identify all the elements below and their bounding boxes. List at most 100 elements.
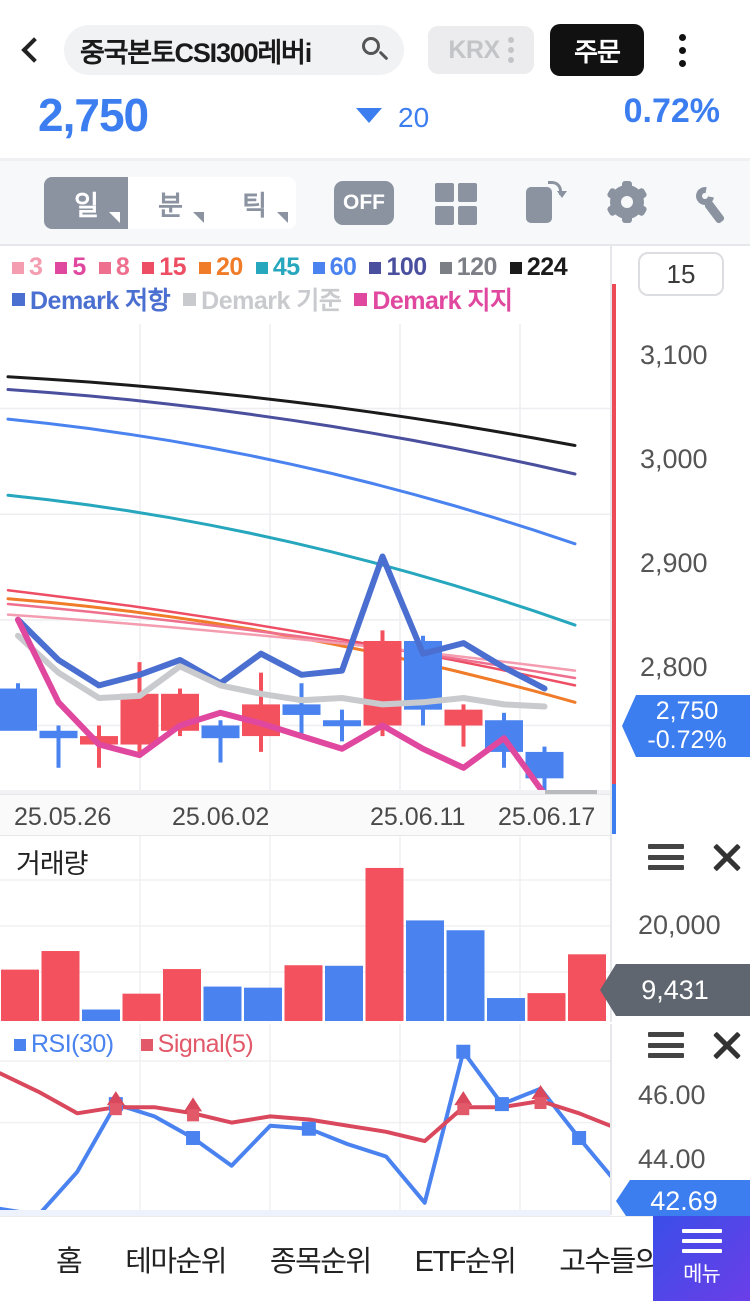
candle-body	[120, 693, 159, 745]
demark-legend-item[interactable]: Demark 기준	[183, 281, 342, 317]
current-price-tag-percent: -0.72%	[647, 726, 727, 754]
header-divider	[0, 158, 750, 161]
date-tick-2: 25.06.02	[172, 803, 270, 831]
volume-tick-20000: 20,000	[638, 910, 721, 940]
candle-body	[323, 720, 361, 727]
volume-bar	[446, 930, 485, 1021]
ma-legend-item-8[interactable]: 8	[98, 253, 130, 282]
volume-current-tag: 9,431	[600, 964, 750, 1016]
demark-resistance-line	[15, 553, 548, 692]
ma-legend-row: 3 5 8 15 20 45 60 100 120 224	[12, 253, 610, 282]
period-tab-day[interactable]: 일	[44, 177, 128, 229]
ma-line-0	[6, 375, 577, 447]
ma-line-6	[6, 602, 577, 680]
price-chart-panel[interactable]: 3 5 8 15 20 45 60 100 120 224 Demark 저항 Demark 기준 D…	[0, 246, 610, 836]
demark-legend-row: Demark 저항 Demark 기준 Demark 지지	[12, 281, 610, 317]
search-input[interactable]: 중국본토CSI300레버i	[64, 25, 404, 75]
legend-swatch-icon	[98, 261, 111, 274]
candle-count-pill[interactable]: 15	[638, 252, 724, 296]
demark-legend-item[interactable]: Demark 지지	[354, 281, 513, 317]
demark-legend-item[interactable]: Demark 저항	[12, 281, 171, 317]
volume-bar	[244, 987, 282, 1021]
search-icon[interactable]	[360, 35, 390, 65]
price-change-percent: 0.72%	[623, 92, 720, 130]
price-plot-area[interactable]	[0, 324, 610, 836]
signal-marker-box	[109, 1103, 122, 1116]
ma-legend-label: 120	[456, 253, 498, 281]
date-tick-4: 25.06.17	[498, 803, 596, 831]
ma-legend-item-224[interactable]: 224	[509, 253, 568, 282]
wrench-icon[interactable]	[690, 179, 738, 227]
back-button[interactable]	[0, 19, 62, 81]
rsi-tick-44: 44.00	[638, 1144, 706, 1174]
period-tab-tick-label: 틱	[242, 190, 267, 221]
gear-icon[interactable]	[604, 179, 652, 227]
menu-button[interactable]: 메뉴	[653, 1216, 750, 1301]
legend-swatch-icon	[509, 261, 522, 274]
rsi-marker	[572, 1130, 587, 1145]
period-tab-minute-label: 분	[158, 190, 183, 221]
bottom-nav-item-3[interactable]: ETF순위	[414, 1246, 517, 1278]
bottom-nav-item-4[interactable]: 고수들의	[559, 1246, 661, 1278]
ma-legend-label: 8	[115, 253, 130, 281]
period-selector: 일 분 틱	[44, 177, 296, 229]
legend-swatch-icon	[255, 261, 268, 274]
rsi-marker	[494, 1097, 509, 1112]
signal-marker	[454, 1091, 473, 1106]
candle-body	[201, 725, 240, 739]
bottom-nav-item-2[interactable]: 종목순위	[269, 1246, 372, 1278]
price-tick-2800: 2,800	[640, 652, 708, 682]
ma-legend-label: 20	[216, 253, 243, 281]
ma-legend-item-20[interactable]: 20	[199, 253, 243, 282]
rsi-legend-item[interactable]: Signal(5)	[140, 1030, 254, 1059]
rsi-chart-panel[interactable]: RSI(30) Signal(5)	[0, 1024, 610, 1215]
candle-count-value: 15	[666, 258, 696, 289]
ma-legend-item-5[interactable]: 5	[55, 253, 86, 282]
ma-line-7	[6, 613, 577, 672]
legend-swatch-icon	[439, 261, 452, 274]
close-icon[interactable]	[712, 842, 742, 872]
rsi-panel-controls	[648, 1030, 742, 1060]
signal-marker-box	[187, 1109, 200, 1122]
ma-legend-item-3[interactable]: 3	[12, 253, 43, 282]
ma-legend-item-45[interactable]: 45	[255, 253, 300, 282]
current-price-tag: 2,750 -0.72%	[622, 695, 750, 757]
header-top-row: 중국본토CSI300레버i KRX 주문	[0, 14, 750, 86]
volume-chart-panel[interactable]: 거래량	[0, 836, 610, 1022]
grid-icon[interactable]	[432, 179, 480, 227]
demark-support-line	[15, 616, 548, 798]
price-axis[interactable]: 15 3,100 3,000 2,900 2,800 2,750 -0.72%	[610, 246, 750, 836]
rsi-legend-item[interactable]: RSI(30)	[14, 1030, 114, 1059]
bottom-nav-item-1[interactable]: 테마순위	[125, 1246, 227, 1278]
ma-legend-label: 5	[72, 253, 86, 281]
ma-legend-item-60[interactable]: 60	[312, 253, 357, 282]
hamburger-icon[interactable]	[648, 844, 684, 870]
market-selector-krx[interactable]: KRX	[428, 26, 534, 74]
quote-summary: 2,750 20 0.72%	[0, 88, 750, 148]
rotate-screen-icon[interactable]	[518, 179, 567, 227]
rsi-current-value: 42.69	[650, 1185, 718, 1216]
volume-panel-controls	[648, 842, 742, 872]
hamburger-icon[interactable]	[648, 1032, 684, 1058]
more-options-button[interactable]	[662, 24, 702, 76]
period-tab-tick[interactable]: 틱	[212, 177, 296, 229]
demark-legend-label: Demark 저항	[30, 287, 171, 315]
ma-legend-item-100[interactable]: 100	[369, 253, 427, 282]
chart-scrollbar-thumb[interactable]	[545, 790, 597, 796]
search-input-value: 중국본토CSI300레버i	[80, 37, 312, 68]
ma-legend-item-15[interactable]: 15	[142, 253, 187, 282]
ma-legend-item-120[interactable]: 120	[439, 253, 498, 282]
rsi-axis[interactable]: 46.00 44.00 42.69	[610, 1024, 750, 1222]
bottom-nav-item-0[interactable]: 홈	[56, 1246, 83, 1278]
chart-toolbar: 일 분 틱 OFF	[0, 161, 750, 245]
volume-axis[interactable]: 20,000 9,431	[600, 836, 750, 1022]
signal-marker	[106, 1091, 125, 1106]
auto-refresh-toggle[interactable]: OFF	[334, 181, 394, 225]
close-icon[interactable]	[712, 1030, 742, 1060]
hamburger-icon	[681, 1229, 722, 1253]
period-tab-minute[interactable]: 분	[128, 177, 212, 229]
app-header: 중국본토CSI300레버i KRX 주문 2,750 20 0.72%	[0, 0, 750, 161]
chart-horizontal-scrollbar[interactable]	[0, 790, 610, 796]
order-button[interactable]: 주문	[550, 24, 644, 76]
candle-body	[282, 704, 321, 715]
